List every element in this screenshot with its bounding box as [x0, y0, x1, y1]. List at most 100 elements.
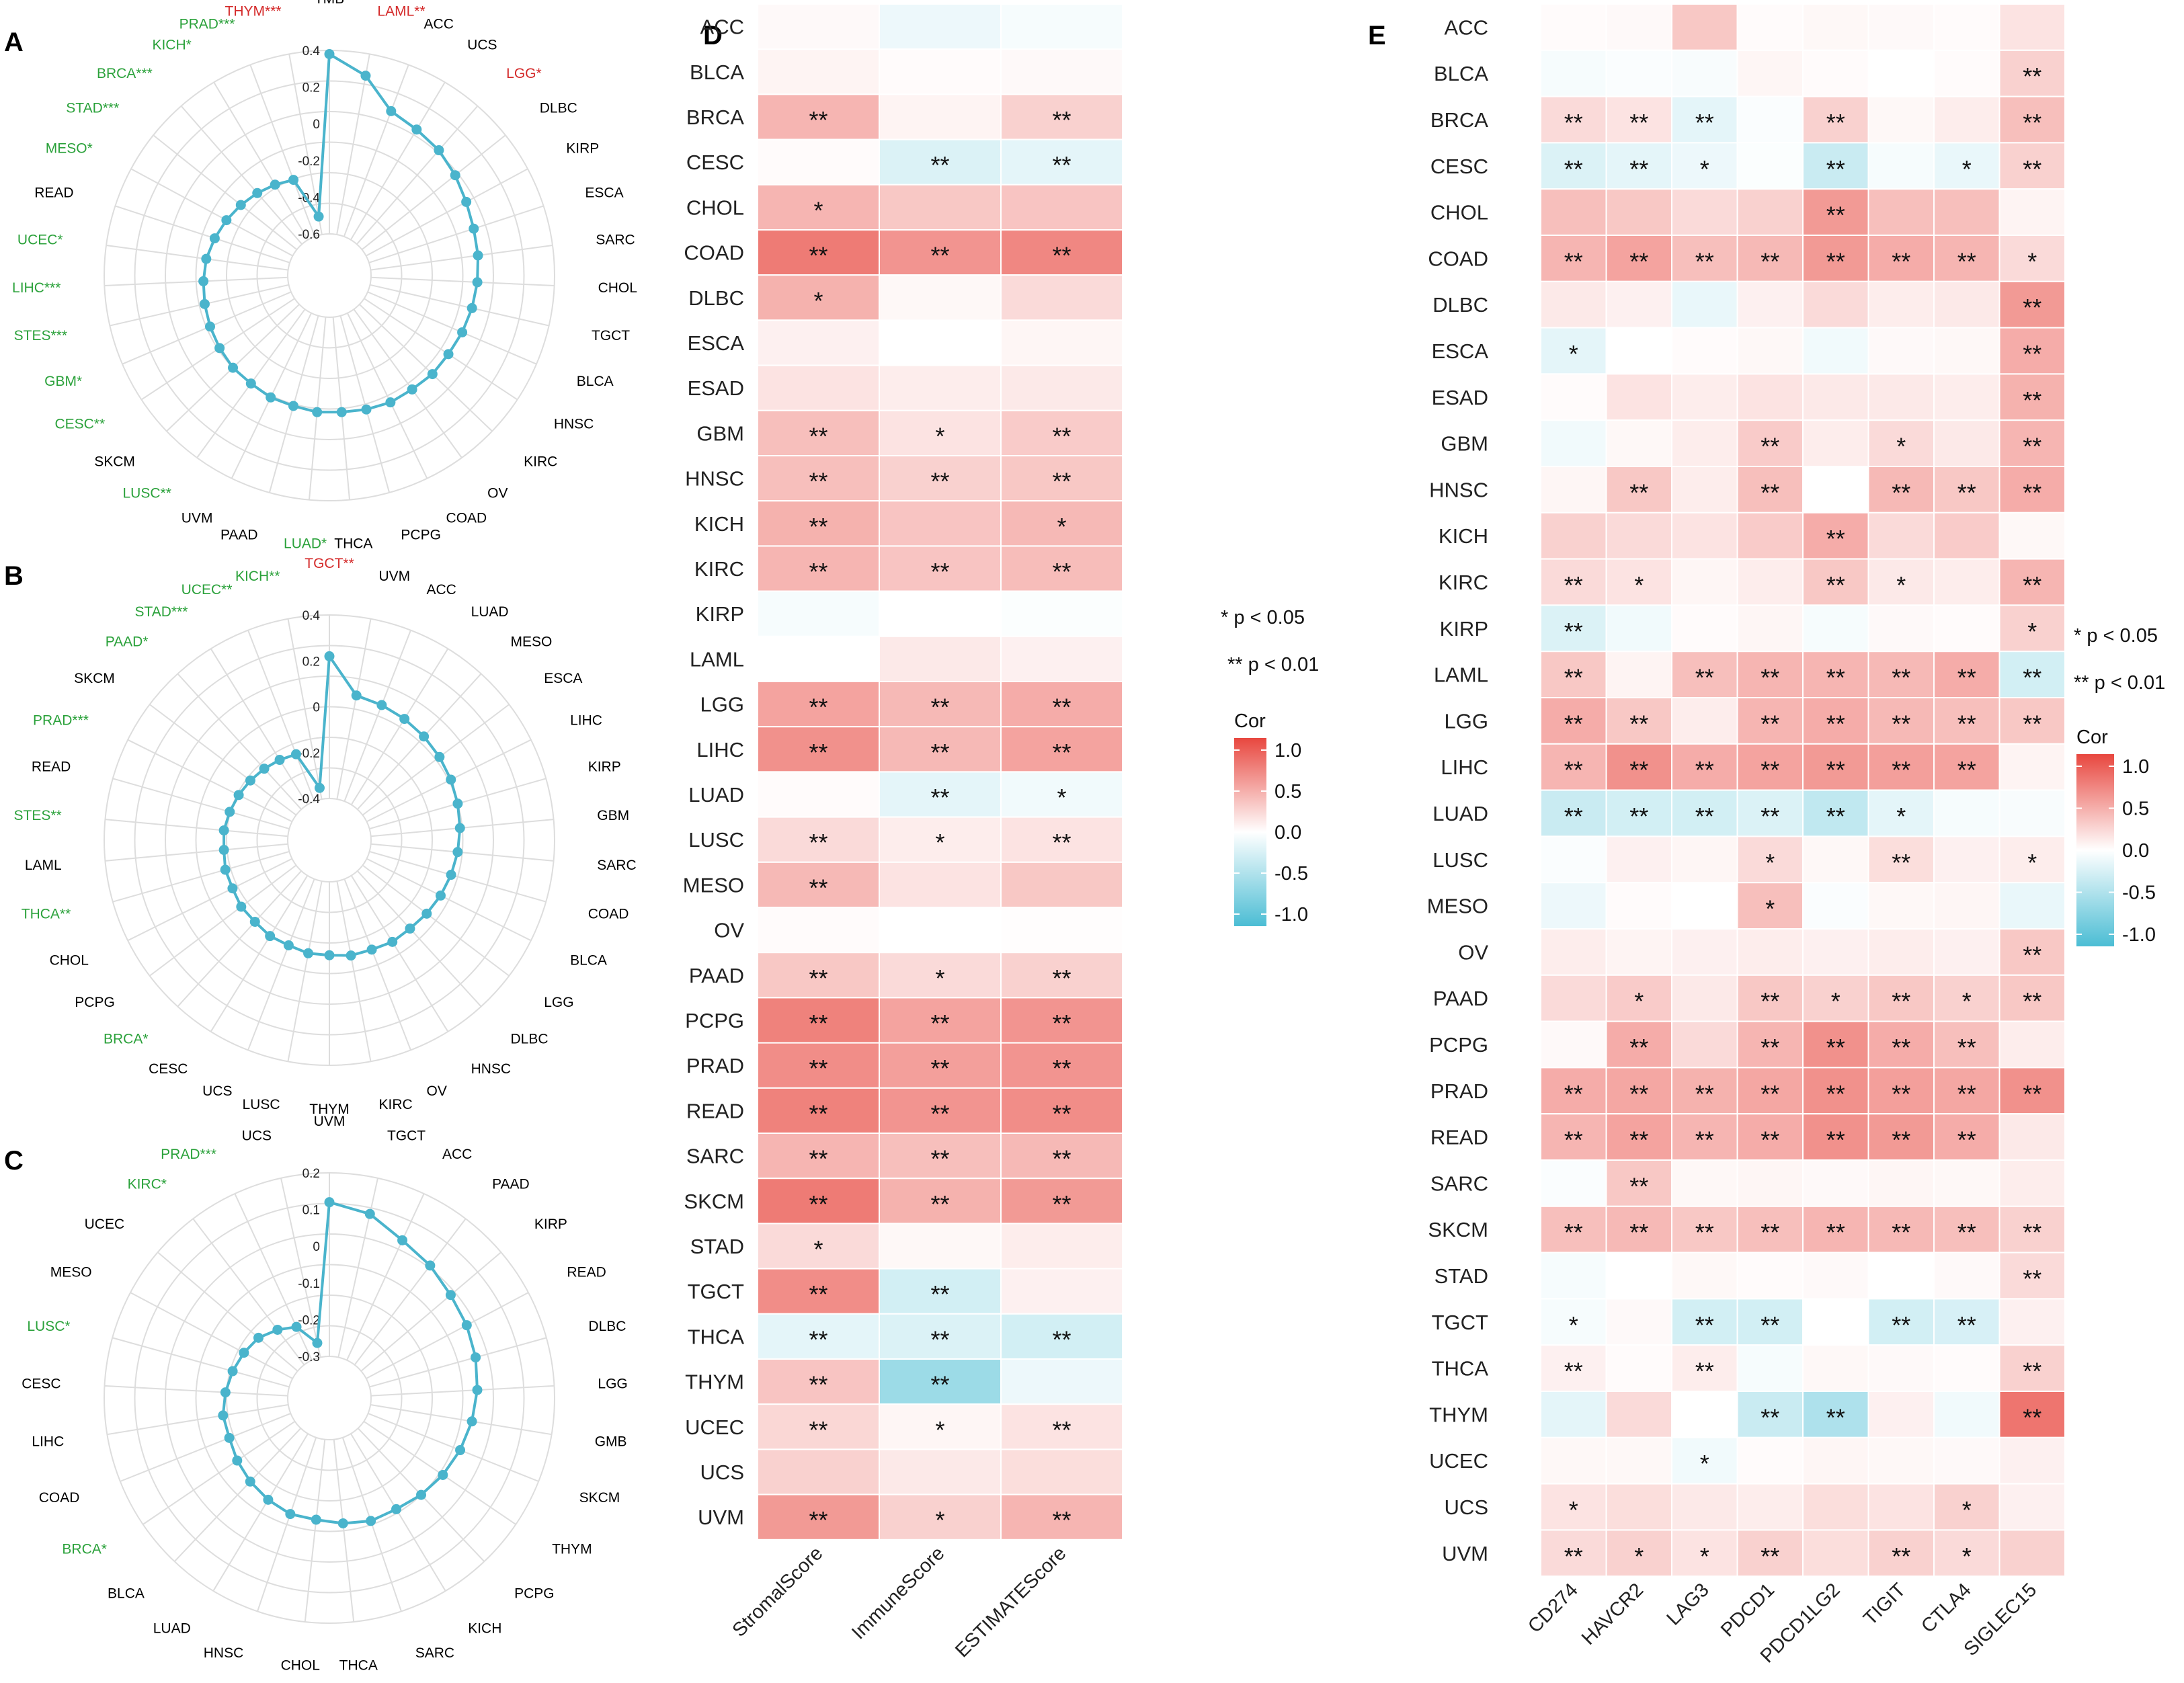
- panel-e-star-thym-pdcd1lg2: **: [1826, 1403, 1845, 1431]
- panel-d-legend-tick: 0.5: [1275, 781, 1301, 803]
- panel-e-row-label-dlbc: DLBC: [1432, 293, 1488, 317]
- panel-d-sig-note-1: * p < 0.05: [1221, 607, 1305, 628]
- panel-d-star-lusc-stromalscore: **: [809, 829, 827, 856]
- panel-b-rtick: 0.4: [302, 609, 321, 623]
- panel-e-star-dlbc-siglec15: **: [2023, 294, 2041, 321]
- panel-d-star-kirc-estimatescore: **: [1052, 558, 1071, 585]
- panel-e-star-prad-havcr2: **: [1629, 1080, 1648, 1108]
- panel-b-label-ov: OV: [426, 1083, 446, 1099]
- panel-e-star-cesc-siglec15: **: [2023, 155, 2041, 183]
- panel-d-cell-meso-estimatescore: [1000, 861, 1123, 909]
- panel-b-label-lusc: LUSC: [242, 1097, 280, 1112]
- panel-e-cell-dlbc-cd274: [1540, 280, 1607, 329]
- panel-b-label-cesc: CESC: [149, 1061, 188, 1077]
- panel-d-cell-skcm-immunescore: [879, 1178, 1002, 1225]
- panel-e-cell-lusc-ctla4: [1933, 835, 2000, 884]
- panel-a-spoke: [368, 205, 544, 263]
- panel-a-label-lusc: LUSC**: [123, 486, 171, 501]
- panel-d-star-paad-immunescore: *: [935, 964, 944, 992]
- panel-c-rtick: -0.1: [298, 1277, 320, 1291]
- panel-d-star-lgg-immunescore: **: [930, 694, 949, 721]
- panel-d-star-brca-stromalscore: **: [809, 106, 827, 134]
- panel-e-cell-acc-siglec15: [1998, 3, 2066, 51]
- panel-e-cell-kich-pdcd1: [1736, 511, 1804, 560]
- panel-e-star-uvm-cd274: **: [1564, 1543, 1583, 1570]
- panel-b-spoke: [247, 630, 315, 802]
- panel-e-star-cesc-lag3: *: [1700, 155, 1709, 183]
- panel-e-star-lgg-siglec15: **: [2023, 710, 2041, 737]
- panel-e-legend-tick: 1.0: [2122, 756, 2149, 778]
- panel-e-cell-laml-siglec15: [1998, 651, 2066, 699]
- panel-e-cell-coad-lag3: [1671, 235, 1738, 282]
- panel-c-rtick: -0.3: [298, 1350, 320, 1364]
- panel-e-cell-tgct-tigit: [1867, 1298, 1935, 1346]
- panel-a-point-thca: [336, 407, 347, 417]
- panel-b-label-chol: CHOL: [50, 952, 89, 968]
- panel-e-star-uvm-pdcd1: **: [1761, 1543, 1779, 1570]
- panel-d-star-skcm-stromalscore: **: [809, 1190, 827, 1218]
- panel-e-star-tgct-ctla4: **: [1957, 1311, 1976, 1339]
- panel-c-point-blca: [245, 1476, 255, 1487]
- panel-e-cell-stad-pdcd1lg2: [1802, 1251, 1869, 1300]
- panel-c-spoke: [107, 1404, 288, 1436]
- panel-e-cell-kirc-tigit: [1867, 558, 1935, 606]
- panel-c-point-hnsc: [285, 1509, 296, 1520]
- panel-e-cell-pcpg-pdcd1lg2: [1802, 1020, 1869, 1069]
- panel-d-star-lihc-stromalscore: **: [809, 739, 827, 766]
- panel-c-spoke: [360, 1251, 501, 1372]
- panel-e-row-label-luad: LUAD: [1432, 802, 1488, 825]
- panel-a-label-coad: COAD: [446, 510, 487, 526]
- panel-b-point-ov: [366, 944, 377, 955]
- panel-d-star-sarc-stromalscore: **: [809, 1145, 827, 1173]
- panel-e-cell-pcpg-havcr2: [1605, 1020, 1672, 1069]
- panel-d-star-lgg-estimatescore: **: [1052, 694, 1071, 721]
- panel-c-label-prad: PRAD***: [161, 1147, 216, 1162]
- panel-b-point-acc: [376, 700, 387, 710]
- panel-d-star-hnsc-estimatescore: **: [1052, 468, 1071, 495]
- panel-a-spoke: [180, 106, 302, 245]
- panel-a-spoke: [356, 106, 479, 245]
- panel-d-letter: D: [703, 21, 723, 50]
- panel-d-row-label-hnsc: HNSC: [685, 467, 744, 491]
- panel-d-cell-tgct-estimatescore: [1000, 1268, 1123, 1315]
- panel-e-cell-meso-siglec15: [1998, 882, 2066, 930]
- panel-b-point-meso: [419, 731, 430, 742]
- panel-c-spoke: [192, 1218, 305, 1366]
- panel-b-spoke: [369, 851, 547, 903]
- panel-d-star-lusc-estimatescore: **: [1052, 829, 1071, 856]
- panel-d-star-gbm-estimatescore: **: [1052, 422, 1071, 450]
- panel-e-cell-lusc-cd274: [1540, 835, 1607, 884]
- panel-e-cell-esca-pdcd1lg2: [1802, 327, 1869, 375]
- panel-b-point-stes: [218, 825, 229, 835]
- panel-b-label-uvm: UVM: [378, 569, 410, 584]
- panel-e-cell-kirc-havcr2: [1605, 558, 1672, 606]
- panel-c-label-skcm: SKCM: [579, 1490, 620, 1506]
- panel-e-cell-brca-siglec15: [1998, 95, 2066, 144]
- panel-e-star-tgct-lag3: **: [1695, 1311, 1714, 1339]
- panel-e-row-label-ov: OV: [1458, 940, 1488, 964]
- panel-e-cell-esad-pdcd1lg2: [1802, 373, 1869, 421]
- panel-d-cell-kich-immunescore: [879, 500, 1002, 547]
- panel-e-cell-gbm-pdcd1lg2: [1802, 419, 1869, 468]
- panel-d-star-ucec-estimatescore: **: [1052, 1416, 1071, 1444]
- panel-d-star-coad-estimatescore: **: [1052, 242, 1071, 270]
- panel-d-star-kirc-stromalscore: **: [809, 558, 827, 585]
- panel-e-cell-kich-ctla4: [1933, 511, 2000, 560]
- panel-e-cell-tgct-siglec15: [1998, 1298, 2066, 1346]
- panel-e-legend-title: Cor: [2076, 727, 2108, 748]
- panel-a-point-hnsc: [443, 349, 454, 360]
- panel-e-cell-prad-siglec15: [1998, 1067, 2066, 1115]
- panel-e-star-stad-siglec15: **: [2023, 1265, 2041, 1292]
- panel-e-cell-kich-tigit: [1867, 511, 1935, 560]
- panel-e-cell-uvm-lag3: [1671, 1529, 1738, 1577]
- panel-e-star-read-pdcd1lg2: **: [1826, 1126, 1845, 1154]
- panel-e-cell-luad-tigit: [1867, 789, 1935, 837]
- panel-e-row-label-thca: THCA: [1432, 1357, 1489, 1381]
- panel-e-cell-lusc-tigit: [1867, 835, 1935, 884]
- panel-a-spoke: [346, 313, 428, 479]
- panel-e-row-label-kirp: KIRP: [1440, 617, 1488, 641]
- panel-e-star-pcpg-pdcd1lg2: **: [1826, 1034, 1845, 1061]
- panel-c-label-meso: MESO: [50, 1265, 92, 1280]
- panel-c-point-kirc: [272, 1324, 283, 1335]
